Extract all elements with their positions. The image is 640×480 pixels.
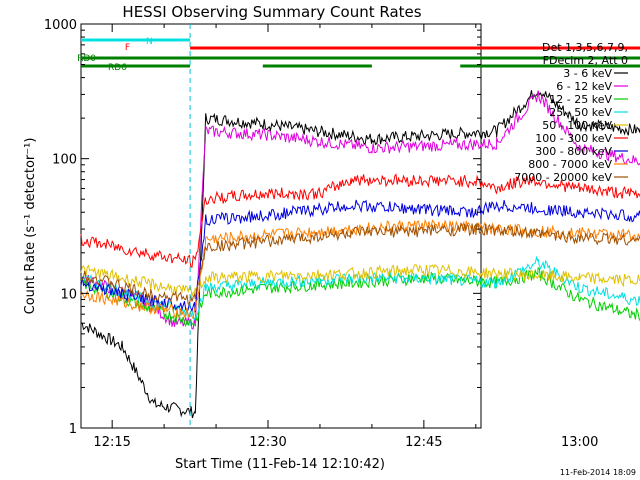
y-tick-label: 1 [69, 422, 77, 437]
y-tick-label: 100 [52, 153, 77, 168]
y-tick-label: 1000 [44, 18, 77, 33]
flag-bars: N F RD0 RD6 [77, 37, 640, 73]
legend-entry: 25 - 50 keV [549, 106, 612, 119]
x-tick-label: 13:00 [561, 435, 598, 450]
y-axis: 1 10 100 1000 [44, 18, 481, 437]
flag-label-rd0: RD0 [77, 54, 96, 64]
legend: Det 1,3,5,6,7,9,FDecim 2, Att 03 - 6 keV… [514, 41, 628, 184]
flag-label-rd6: RD6 [108, 63, 127, 73]
flag-label-f: F [125, 43, 130, 53]
series-group [80, 90, 640, 419]
series-line-5 [80, 173, 640, 268]
series-line-6 [80, 199, 640, 313]
y-axis-label: Count Rate (s⁻¹ detector⁻¹) [23, 138, 38, 315]
series-line-3 [80, 255, 640, 321]
legend-entry: 100 - 300 keV [535, 132, 612, 145]
footer-timestamp: 11-Feb-2014 18:09 [560, 468, 636, 477]
series-line-2 [80, 266, 640, 328]
legend-entry: 6 - 12 keV [556, 80, 612, 93]
series-line-1 [80, 90, 640, 330]
legend-entry: 50 - 100 keV [542, 119, 612, 132]
y-tick-label: 10 [60, 287, 77, 302]
x-tick-label: 12:45 [405, 435, 442, 450]
x-tick-label: 12:30 [249, 435, 286, 450]
x-axis-label: Start Time (11-Feb-14 12:10:42) [175, 457, 385, 472]
legend-header: Det 1,3,5,6,7,9, [542, 41, 628, 54]
series-line-8 [80, 222, 640, 306]
chart-title: HESSI Observing Summary Count Rates [122, 3, 421, 21]
legend-entry: 12 - 25 keV [549, 93, 612, 106]
legend-entry: 3 - 6 keV [563, 67, 612, 80]
series-line-0 [80, 90, 640, 419]
series-line-4 [80, 263, 640, 297]
x-tick-label: 12:15 [93, 435, 130, 450]
legend-header: FDecim 2, Att 0 [543, 54, 628, 67]
flag-label-n: N [146, 37, 153, 47]
vertical-markers [189, 24, 191, 428]
legend-entry: 7000 - 20000 keV [514, 171, 612, 184]
legend-entry: 300 - 800 keV [535, 145, 612, 158]
legend-entry: 800 - 7000 keV [528, 158, 612, 171]
